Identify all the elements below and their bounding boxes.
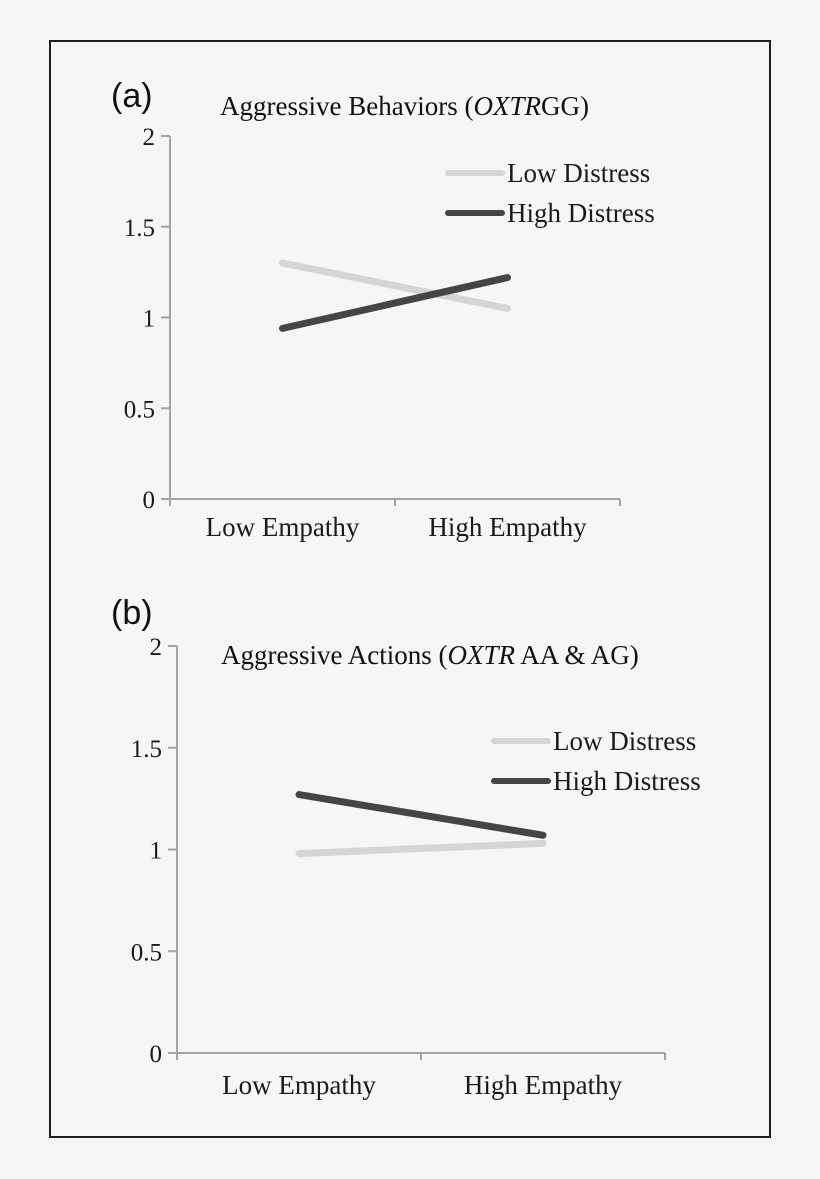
panel-b-x-category-label-low-empathy: Low Empathy <box>222 1070 376 1100</box>
panel-a-legend-label-high-distress: High Distress <box>507 198 655 228</box>
panel-a-y-tick-label: 2 <box>143 124 156 151</box>
panel-a-title-prefix: Aggressive Behaviors ( <box>220 91 474 121</box>
panel-a-y-tick-label: 1 <box>143 306 156 333</box>
panel-b-y-tick-label: 0 <box>150 1041 163 1068</box>
panel-a-x-category-label-high-empathy: High Empathy <box>428 512 587 542</box>
panel-b-title-suffix: AA & AG) <box>514 640 639 670</box>
panel-b-title-prefix: Aggressive Actions ( <box>221 640 448 670</box>
panel-a-x-category-label-low-empathy: Low Empathy <box>206 512 360 542</box>
panel-b-y-tick-label: 2 <box>150 634 163 661</box>
panel-a-series-line-low-distress <box>279 259 511 312</box>
panel-a-legend-label-low-distress: Low Distress <box>507 158 650 188</box>
panel-b-y-tick-label: 0.5 <box>131 939 162 966</box>
panel-b-y-tick-label: 1 <box>150 838 163 865</box>
panel-a-title: Aggressive Behaviors (OXTRGG) <box>220 90 589 122</box>
panel-a-label: (a) <box>111 77 153 115</box>
panel-a-y-tick-label: 1.5 <box>124 215 155 242</box>
panel-a-y-tick-label: 0 <box>143 487 156 514</box>
panel-b-x-category-label-high-empathy: High Empathy <box>464 1070 623 1100</box>
panel-b-title: Aggressive Actions (OXTR AA & AG) <box>221 639 639 671</box>
panel-b-title-gene-italic: OXTR <box>447 640 515 670</box>
panel-a-title-suffix: GG) <box>540 91 589 121</box>
panel-b-series-line-high-distress <box>295 791 547 839</box>
panel-b-y-tick-label: 1.5 <box>131 736 162 763</box>
panel-b-label: (b) <box>111 594 153 632</box>
panel-b-legend-label-high-distress: High Distress <box>553 766 701 796</box>
panel-a-title-gene-italic: OXTR <box>473 91 541 121</box>
panel-a-series-line-high-distress <box>279 274 511 332</box>
panel-a-y-tick-label: 0.5 <box>124 396 155 423</box>
panel-b-series-line-low-distress <box>295 839 547 858</box>
panel-b-legend-label-low-distress: Low Distress <box>553 726 696 756</box>
